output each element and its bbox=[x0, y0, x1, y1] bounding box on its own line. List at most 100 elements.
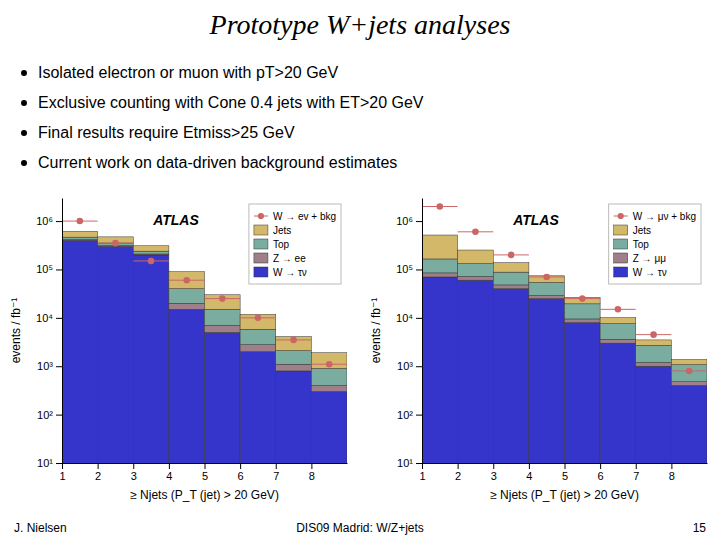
tick: 10⁵ bbox=[396, 263, 422, 275]
tick: 6 bbox=[598, 463, 604, 482]
legend-item: W → ev + bkg bbox=[254, 211, 336, 222]
histogram-bar bbox=[458, 264, 494, 277]
histogram-bar bbox=[493, 289, 529, 463]
y-axis-label: events / fb⁻¹ bbox=[369, 298, 383, 364]
legend-symbol bbox=[618, 213, 624, 219]
tick: 7 bbox=[633, 463, 639, 482]
tick: 10² bbox=[397, 409, 422, 421]
histogram-bar bbox=[422, 259, 458, 273]
histogram-bar bbox=[600, 343, 636, 463]
histogram-bar bbox=[98, 246, 134, 463]
tick-label: 6 bbox=[238, 470, 244, 482]
legend-label: W → τν bbox=[273, 267, 307, 278]
tick-mark bbox=[56, 415, 62, 416]
legend-swatch bbox=[614, 225, 628, 235]
tick: 2 bbox=[95, 463, 101, 482]
histogram-bar bbox=[529, 282, 565, 295]
tick-label: 4 bbox=[526, 470, 532, 482]
histogram-bar bbox=[205, 325, 241, 332]
histogram-bar bbox=[240, 329, 276, 344]
tick-mark bbox=[169, 463, 170, 469]
legend-item: W → τν bbox=[614, 267, 667, 278]
legend-label: Jets bbox=[273, 225, 291, 236]
footer: J. Nielsen bbox=[14, 521, 67, 535]
tick-label: 10¹ bbox=[37, 457, 53, 469]
legend-label: Z → ee bbox=[273, 253, 306, 264]
histogram-bar bbox=[565, 323, 601, 463]
tick-mark bbox=[416, 415, 422, 416]
tick-mark bbox=[422, 463, 423, 469]
histogram-bar bbox=[565, 304, 601, 319]
tick-label: 1 bbox=[59, 470, 65, 482]
bullet-text: Final results require Etmiss>25 GeV bbox=[38, 124, 295, 141]
data-point bbox=[112, 240, 119, 247]
tick: 2 bbox=[455, 463, 461, 482]
histogram-bar bbox=[636, 362, 672, 366]
tick: 8 bbox=[309, 463, 315, 482]
title: Prototype W+jets analyses bbox=[209, 9, 511, 40]
data-point bbox=[326, 361, 333, 368]
histogram-bar bbox=[636, 366, 672, 463]
histogram-bar bbox=[636, 340, 672, 345]
data-point bbox=[472, 229, 479, 236]
bullet bbox=[21, 130, 27, 136]
histogram-bar bbox=[276, 371, 312, 463]
histogram-bar bbox=[62, 237, 98, 239]
tick-mark bbox=[276, 463, 277, 469]
tick-label: 10⁶ bbox=[396, 215, 413, 227]
histogram-bar bbox=[458, 280, 494, 463]
tick-label: 10⁴ bbox=[36, 312, 53, 324]
legend-swatch bbox=[254, 267, 268, 277]
tick-mark bbox=[56, 269, 62, 270]
data-point bbox=[255, 315, 262, 322]
legend-swatch bbox=[614, 253, 628, 263]
histogram-bar bbox=[422, 273, 458, 277]
data-point bbox=[579, 295, 586, 302]
legend-label: W → ev + bkg bbox=[273, 211, 336, 222]
legend-label: Top bbox=[273, 239, 290, 250]
tick: 10⁴ bbox=[396, 312, 422, 324]
legend-item: Jets bbox=[614, 225, 651, 236]
histogram-bar bbox=[133, 246, 169, 251]
x-axis-label: ≥ Njets (P_T (jet) > 20 GeV) bbox=[130, 488, 279, 502]
histogram-bar bbox=[62, 240, 98, 463]
histogram-bar bbox=[671, 365, 707, 382]
legend-swatch bbox=[254, 239, 268, 249]
plot: 1234567810¹10²10³10⁴10⁵10⁶≥ Njets (P_T (… bbox=[369, 199, 708, 503]
tick-mark bbox=[311, 463, 312, 469]
tick-mark bbox=[56, 318, 62, 319]
tick: 3 bbox=[131, 463, 137, 482]
histogram-bar bbox=[493, 285, 529, 289]
y-axis: 10¹10²10³10⁴10⁵10⁶ bbox=[36, 199, 62, 470]
tick-label: 10⁴ bbox=[396, 312, 413, 324]
tick-label: 7 bbox=[633, 470, 639, 482]
data-point bbox=[650, 331, 657, 338]
axis-line bbox=[422, 199, 423, 464]
tick-label: 10³ bbox=[37, 360, 53, 372]
data-point bbox=[183, 277, 190, 284]
histogram-bar bbox=[311, 392, 347, 463]
bullet bbox=[21, 160, 27, 166]
footer: DIS09 Madrid: W/Z+jets bbox=[296, 521, 424, 535]
legend-swatch bbox=[614, 267, 628, 277]
y-axis: 10¹10²10³10⁴10⁵10⁶ bbox=[396, 199, 422, 470]
tick-label: 10² bbox=[397, 409, 413, 421]
tick: 10⁵ bbox=[36, 263, 62, 275]
x-axis: 12345678 bbox=[419, 463, 707, 482]
tick-mark bbox=[56, 463, 62, 464]
tick-mark bbox=[56, 221, 62, 222]
tick: 5 bbox=[562, 463, 568, 482]
histogram-bar bbox=[205, 309, 241, 325]
y-axis-label: events / fb⁻¹ bbox=[9, 298, 23, 364]
histogram-bar bbox=[636, 345, 672, 362]
tick-label: 10¹ bbox=[397, 457, 413, 469]
legend-box bbox=[609, 204, 701, 284]
tick: 7 bbox=[273, 463, 279, 482]
data-point bbox=[508, 252, 515, 259]
data-point bbox=[290, 337, 297, 344]
histogram-bar bbox=[133, 255, 169, 463]
marks bbox=[422, 203, 707, 463]
tick-label: 7 bbox=[273, 470, 279, 482]
histogram-bar bbox=[240, 345, 276, 352]
bullet-text: Exclusive counting with Cone 0.4 jets wi… bbox=[38, 94, 424, 111]
